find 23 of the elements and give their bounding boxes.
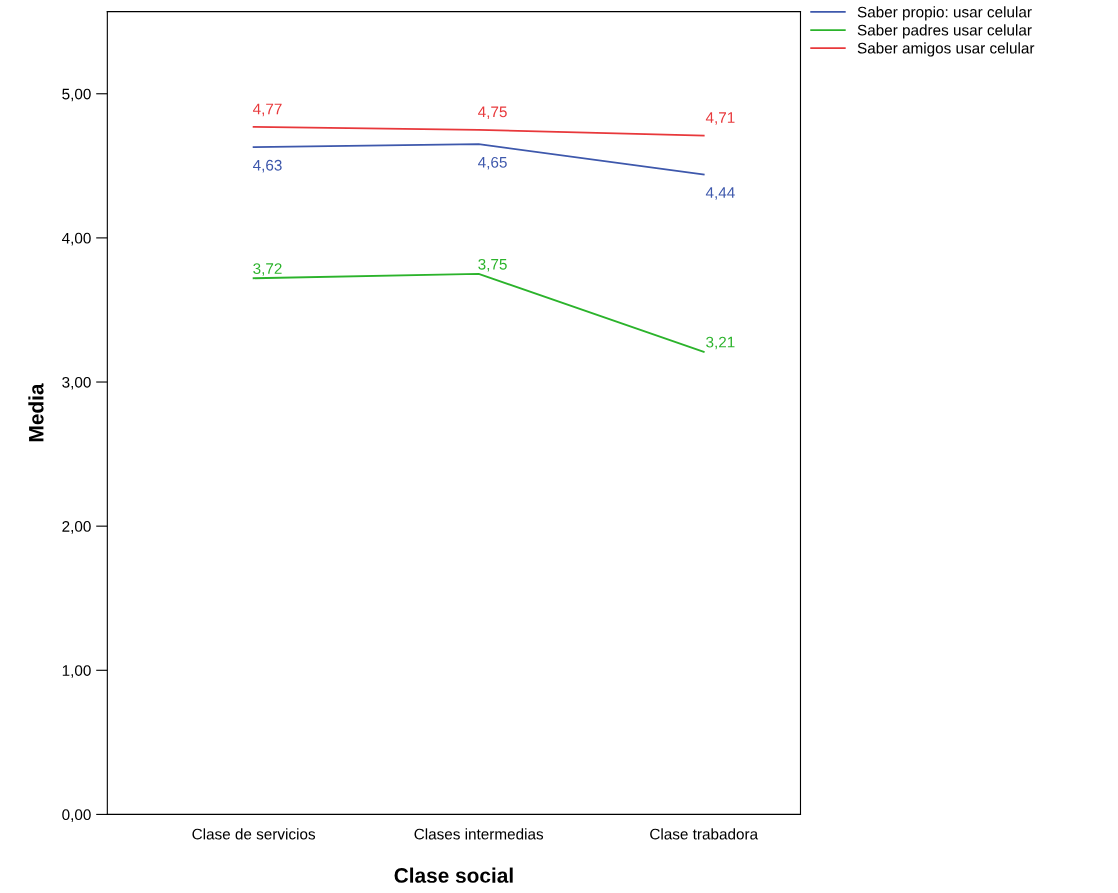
- y-tick-label: 1,00: [62, 665, 91, 678]
- data-label: 4,44: [705, 187, 735, 200]
- data-label: 4,65: [478, 156, 507, 170]
- data-label: 3,75: [478, 258, 507, 272]
- y-tick-label: 2,00: [62, 521, 91, 534]
- y-tick-label: 0,00: [62, 809, 91, 822]
- y-tick-label: 3,00: [62, 376, 91, 390]
- legend-label: Saber amigos usar celular: [857, 42, 1035, 57]
- data-label: 4,77: [252, 103, 282, 117]
- data-label: 4,71: [705, 112, 735, 125]
- data-label: 4,63: [252, 159, 282, 173]
- y-tick-label: 5,00: [62, 88, 91, 102]
- x-tick-label: Clases intermedias: [414, 828, 544, 840]
- y-axis-title: Media: [28, 383, 44, 442]
- data-label: 3,72: [253, 263, 282, 276]
- data-label: 3,21: [706, 336, 735, 350]
- x-tick-label: Clase trabadora: [650, 828, 759, 840]
- x-tick-label: Clase de servicios: [192, 828, 316, 840]
- legend-label: Saber propio: usar celular: [857, 6, 1032, 21]
- data-label: 4,75: [478, 106, 507, 120]
- legend-label: Saber padres usar celular: [857, 24, 1032, 39]
- y-tick-label: 4,00: [61, 232, 91, 246]
- x-axis-title: Clase social: [394, 867, 513, 883]
